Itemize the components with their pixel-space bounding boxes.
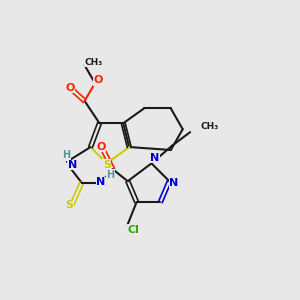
- Text: CH₃: CH₃: [84, 58, 103, 67]
- Text: O: O: [93, 75, 103, 85]
- Text: CH₃: CH₃: [200, 122, 219, 131]
- Text: S: S: [66, 200, 74, 210]
- Text: O: O: [96, 142, 106, 152]
- Text: S: S: [103, 160, 111, 170]
- Text: H: H: [106, 170, 115, 180]
- Text: H: H: [62, 150, 70, 161]
- Text: N: N: [96, 177, 106, 188]
- Text: N: N: [150, 153, 160, 163]
- Text: Cl: Cl: [128, 225, 140, 235]
- Text: N: N: [68, 160, 77, 170]
- Text: N: N: [169, 178, 178, 188]
- Text: O: O: [65, 82, 74, 93]
